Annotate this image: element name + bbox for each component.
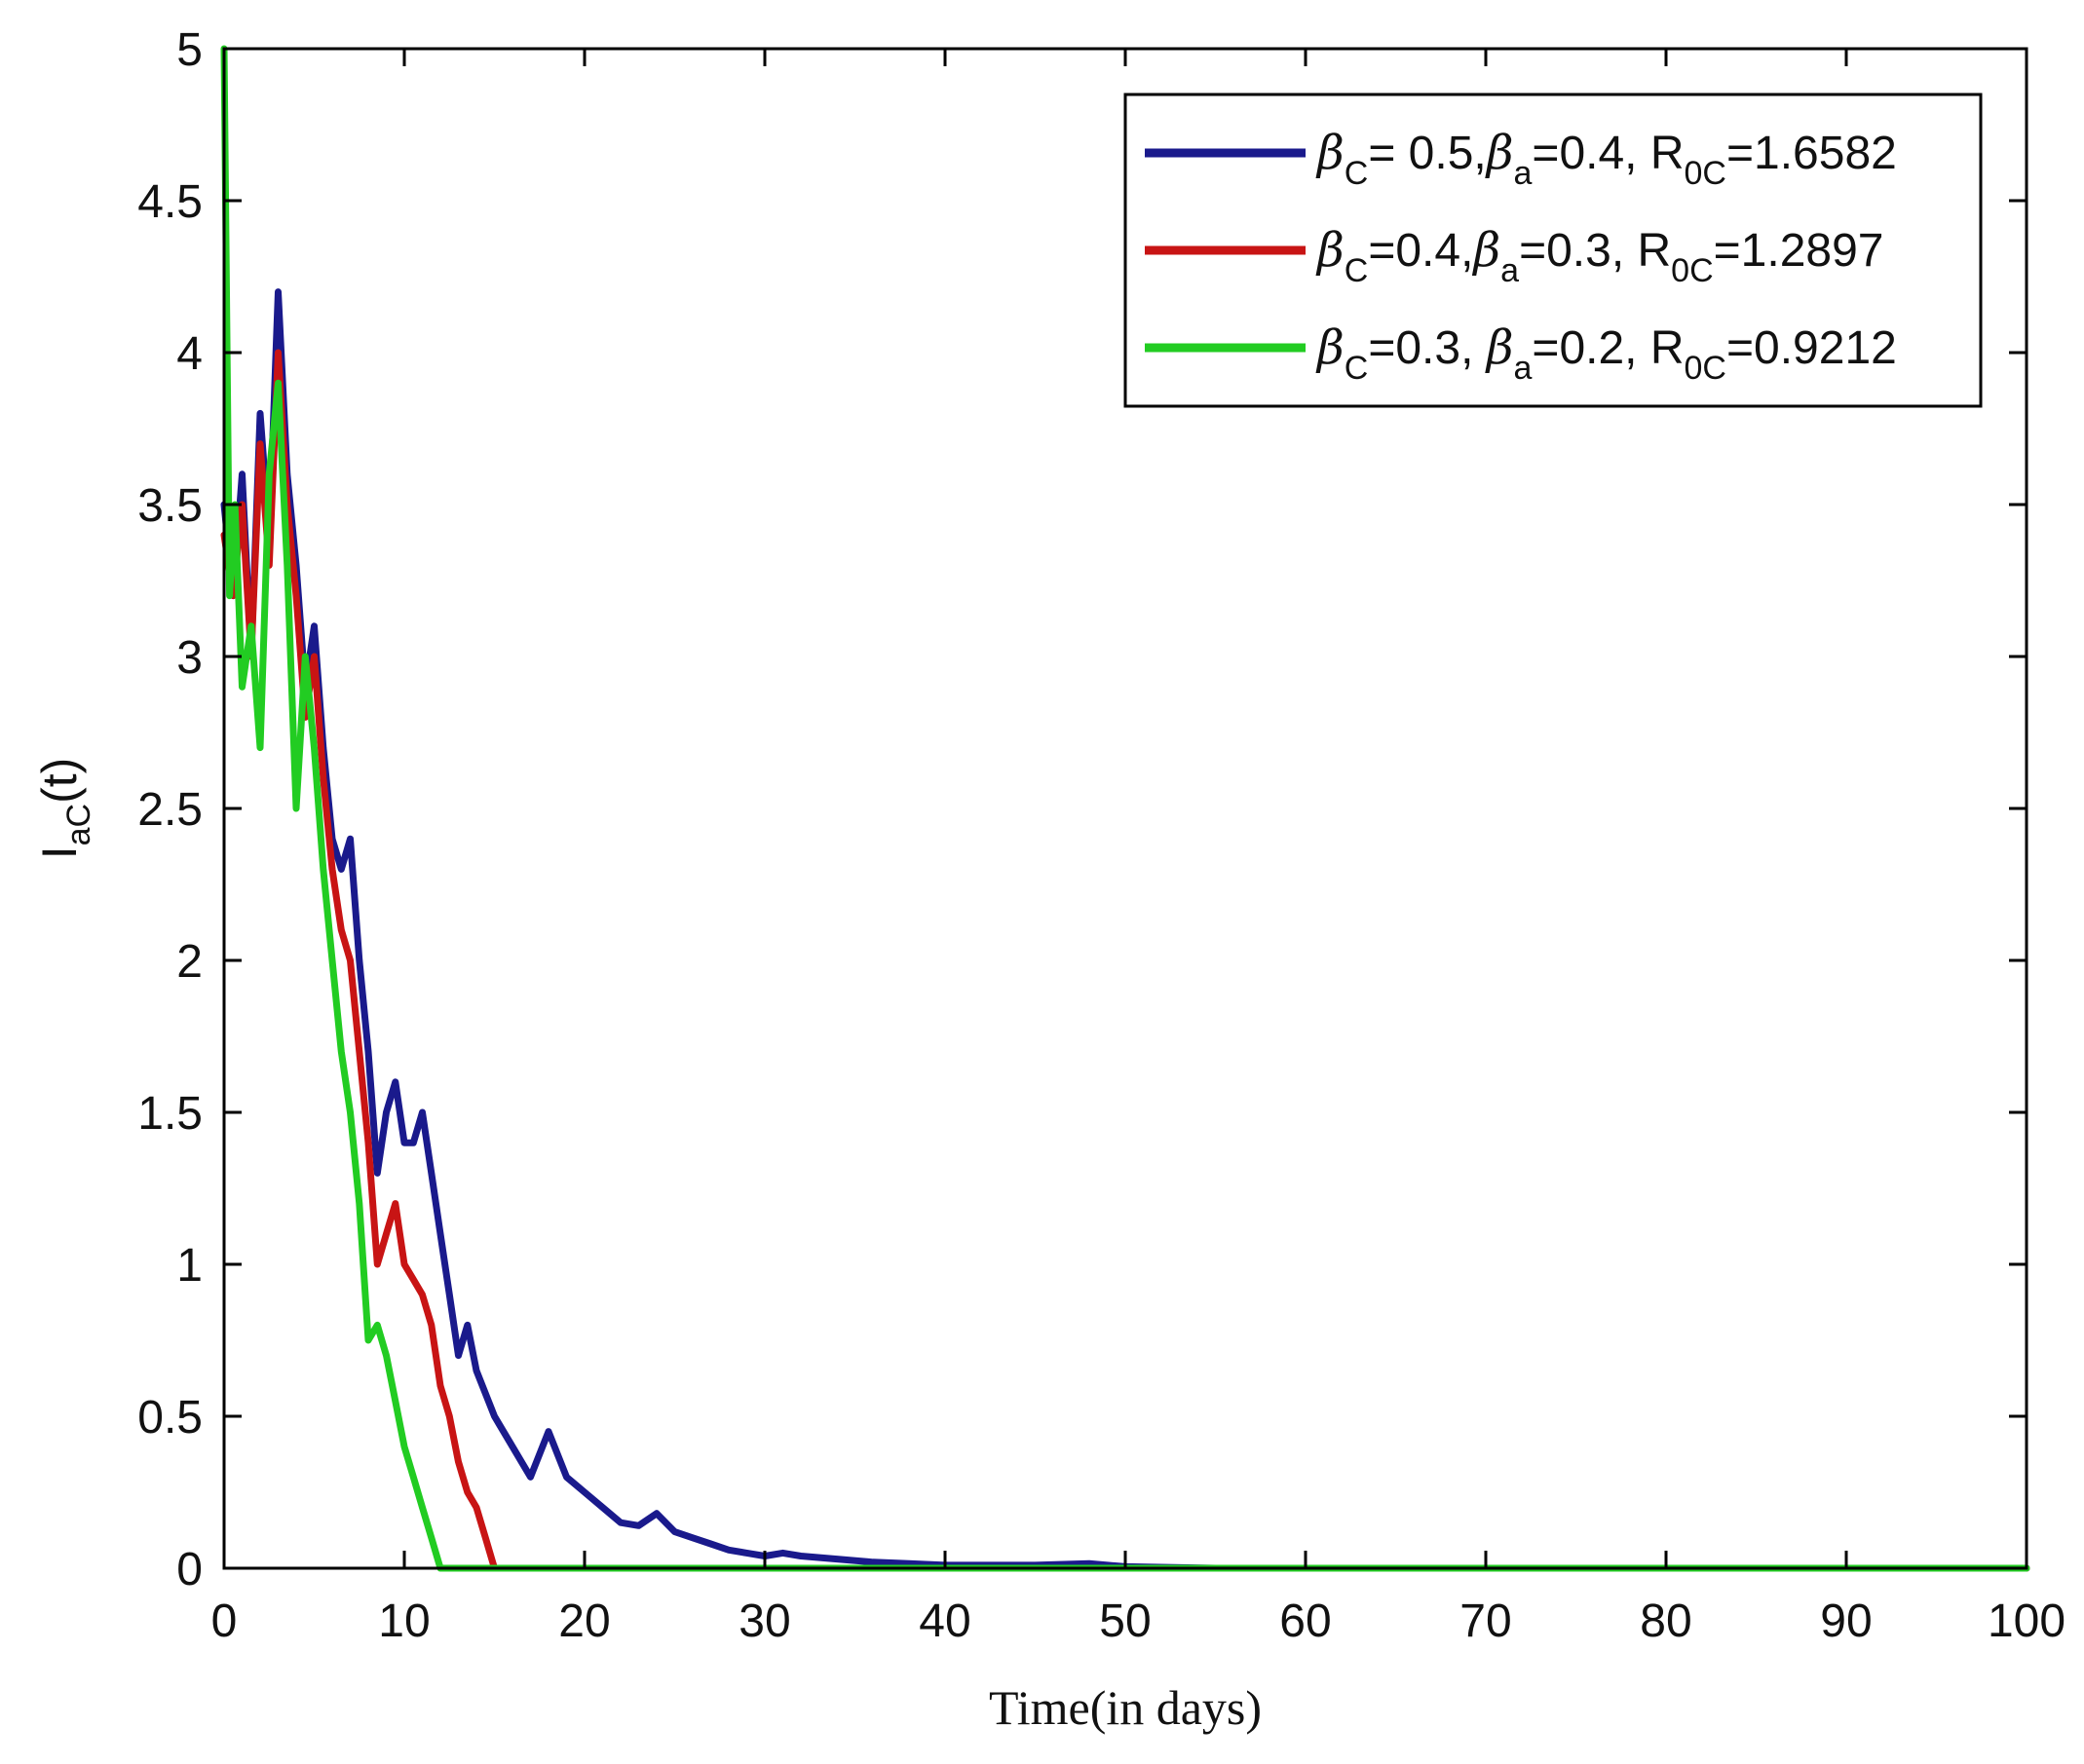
y-axis-label-rest: (t): [32, 758, 87, 804]
legend-entry-part: =0.3, R: [1519, 225, 1671, 277]
x-tick-label: 10: [378, 1595, 430, 1647]
x-tick-label: 100: [1988, 1595, 2065, 1647]
x-tick-label: 80: [1640, 1595, 1691, 1647]
legend-entry-part: =0.4,: [1368, 225, 1473, 277]
legend-entry-part: C: [1345, 350, 1369, 387]
legend-entry-part: C: [1345, 252, 1369, 289]
legend-entry-part: β: [1315, 320, 1345, 375]
y-tick-label: 5: [176, 24, 203, 76]
y-tick-label: 3.5: [137, 480, 203, 532]
y-axis-label: IaC(t): [32, 758, 97, 860]
x-tick-label: 40: [919, 1595, 970, 1647]
y-tick-label: 4: [176, 328, 203, 380]
legend-entry-part: = 0.5,: [1368, 128, 1486, 179]
x-tick-label: 70: [1459, 1595, 1511, 1647]
legend-entry-part: β: [1315, 126, 1345, 180]
legend-entry-part: =0.2, R: [1532, 322, 1684, 374]
legend-entry-2: βC=0.4,βa=0.3, R0C=1.2897: [1315, 223, 1883, 289]
y-tick-label: 2.5: [137, 784, 203, 836]
legend-entry-1: βC= 0.5,βa=0.4, R0C=1.6582: [1315, 126, 1897, 192]
legend-entry-part: 0C: [1685, 155, 1726, 192]
y-tick-label: 1: [176, 1240, 203, 1292]
y-tick-label: 3: [176, 632, 203, 684]
y-tick-label: 1.5: [137, 1088, 203, 1140]
legend-entry-part: a: [1514, 350, 1533, 387]
x-axis-label: Time(in days): [989, 1680, 1262, 1735]
series-line-1: [220, 288, 2030, 1572]
legend-entry-part: =0.3,: [1368, 322, 1486, 374]
y-axis-label-main: I: [32, 845, 87, 859]
legend-entry-part: =1.6582: [1726, 128, 1897, 179]
legend-entry-part: a: [1514, 155, 1533, 192]
legend-entry-3: βC=0.3, βa=0.2, R0C=0.9212: [1315, 320, 1897, 387]
legend-entry-part: 0C: [1671, 252, 1713, 289]
legend: βC= 0.5,βa=0.4, R0C=1.6582βC=0.4,βa=0.3,…: [1123, 93, 1983, 408]
legend-entry-part: a: [1500, 252, 1519, 289]
x-tick-label: 0: [211, 1595, 238, 1647]
x-tick-label: 60: [1279, 1595, 1331, 1647]
y-axis-label-sub: aC: [60, 804, 97, 845]
tick-layer: 0 10 20 30 40 50 60 70 80 90 100 0 0.5 1 1.5 2 2.5 3 3.5 4 4…: [137, 24, 2065, 1647]
legend-entry-part: =0.4, R: [1532, 128, 1684, 179]
legend-entry-part: β: [1315, 223, 1345, 278]
x-tick-label: 30: [739, 1595, 790, 1647]
legend-entry-part: β: [1485, 320, 1514, 375]
legend-entry-part: β: [1471, 223, 1500, 278]
x-tick-label: 20: [558, 1595, 610, 1647]
y-tick-label: 0: [176, 1544, 203, 1595]
legend-entry-part: 0C: [1685, 350, 1726, 387]
legend-entry-part: C: [1345, 155, 1369, 192]
x-tick-label: 90: [1820, 1595, 1872, 1647]
y-tick-label: 2: [176, 936, 203, 988]
legend-entry-part: =0.9212: [1726, 322, 1897, 374]
legend-entry-part: =1.2897: [1714, 225, 1884, 277]
x-tick-label: 50: [1099, 1595, 1151, 1647]
legend-entry-part: β: [1485, 126, 1514, 180]
y-tick-label: 4.5: [137, 176, 203, 228]
y-tick-label: 0.5: [137, 1392, 203, 1444]
